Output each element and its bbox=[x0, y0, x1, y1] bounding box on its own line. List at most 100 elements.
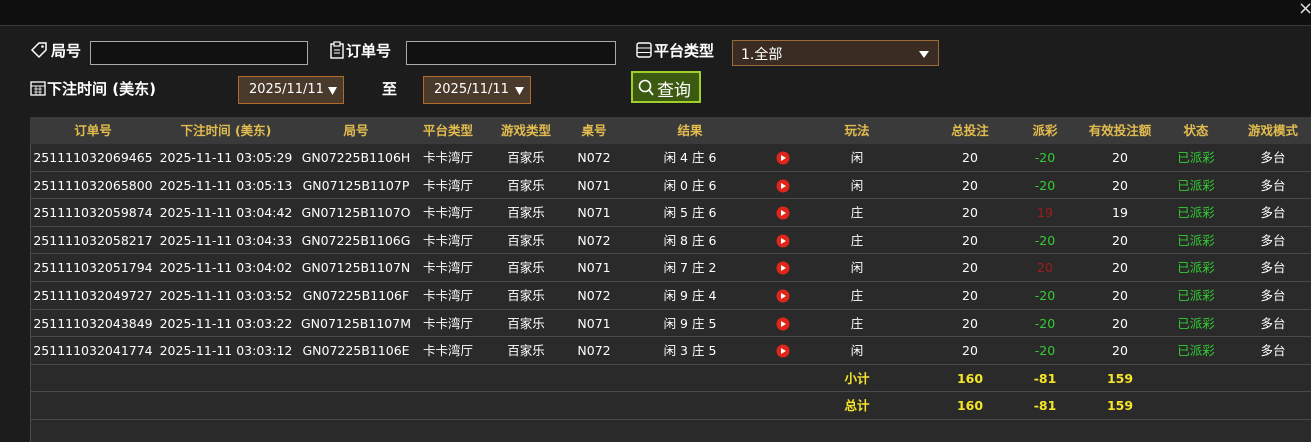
cell: 20 bbox=[962, 232, 978, 248]
close-button[interactable]: × bbox=[1298, 0, 1311, 19]
column-header: 局号 bbox=[343, 123, 369, 138]
cell: 20 bbox=[962, 343, 978, 359]
cell: GN07225B1106E bbox=[302, 343, 410, 359]
cell: -20 bbox=[1034, 343, 1056, 359]
round-input[interactable] bbox=[90, 41, 308, 65]
platform-label: 平台类型 bbox=[654, 42, 715, 60]
cell: 闲 0 庄 6 bbox=[663, 177, 717, 193]
time-label: 下注时间 (美东) bbox=[47, 80, 156, 98]
cell: GN07225B1106H bbox=[301, 150, 411, 165]
summary-payout: -81 bbox=[1033, 398, 1057, 414]
replay-icon[interactable] bbox=[776, 344, 790, 358]
cell: 卡卡湾厅 bbox=[422, 343, 473, 359]
cell: N072 bbox=[577, 232, 611, 248]
cell: 多台 bbox=[1260, 232, 1286, 248]
replay-icon[interactable] bbox=[776, 179, 790, 193]
cell: 20 bbox=[1112, 232, 1128, 248]
cell: 已派彩 bbox=[1177, 150, 1215, 165]
cell: 多台 bbox=[1260, 260, 1286, 276]
round-label: 局号 bbox=[51, 42, 82, 60]
cell: GN07125B1107N bbox=[301, 260, 411, 276]
cell: 百家乐 bbox=[507, 260, 545, 276]
cell: 19 bbox=[1112, 205, 1128, 221]
cell: 已派彩 bbox=[1177, 232, 1215, 248]
replay-icon[interactable] bbox=[776, 151, 790, 165]
cell: 已派彩 bbox=[1177, 343, 1215, 359]
replay-icon[interactable] bbox=[776, 234, 790, 248]
cell: 已派彩 bbox=[1177, 288, 1215, 303]
cell: 20 bbox=[1112, 343, 1128, 359]
cell: 卡卡湾厅 bbox=[422, 288, 473, 303]
cell: 多台 bbox=[1260, 288, 1286, 303]
cell: 19 bbox=[1037, 205, 1053, 221]
cell: 百家乐 bbox=[507, 177, 545, 193]
cell: 20 bbox=[962, 288, 978, 303]
table-header bbox=[30, 117, 1311, 144]
table-row[interactable] bbox=[30, 310, 1311, 338]
summary-total-bet: 160 bbox=[956, 370, 984, 386]
clipboard-icon bbox=[330, 41, 344, 59]
date-from[interactable]: 2025/11/11 bbox=[238, 76, 344, 104]
column-header: 游戏类型 bbox=[500, 123, 551, 138]
replay-icon[interactable] bbox=[776, 289, 790, 303]
date-from-value: 2025/11/11 bbox=[249, 82, 324, 97]
cell: 20 bbox=[962, 150, 978, 165]
summary-valid-bet: 159 bbox=[1106, 370, 1134, 386]
cell: 闲 5 庄 6 bbox=[663, 205, 717, 221]
cell: -20 bbox=[1034, 288, 1056, 303]
cell: 闲 7 庄 2 bbox=[663, 260, 717, 276]
cell: 20 bbox=[962, 315, 978, 331]
platform-select[interactable]: 1.全部 bbox=[732, 40, 939, 66]
cell: GN07125B1107P bbox=[302, 177, 410, 193]
summary-label: 小计 bbox=[844, 370, 870, 386]
summary-row bbox=[30, 365, 1311, 393]
table-row[interactable] bbox=[30, 199, 1311, 227]
replay-icon[interactable] bbox=[776, 261, 790, 275]
order-input[interactable] bbox=[406, 41, 616, 65]
order-label: 订单号 bbox=[346, 42, 392, 60]
cell: 2025-11-11 03:03:52 bbox=[159, 288, 293, 303]
cell: 闲 bbox=[850, 343, 864, 359]
cell: 251111032041774 bbox=[33, 343, 153, 359]
table-row[interactable] bbox=[30, 254, 1311, 282]
column-header: 订单号 bbox=[74, 123, 112, 138]
cell: -20 bbox=[1034, 232, 1056, 248]
platform-value: 1.全部 bbox=[741, 47, 783, 63]
table-row[interactable] bbox=[30, 144, 1311, 172]
cell: 百家乐 bbox=[507, 288, 545, 303]
search-icon bbox=[638, 79, 654, 96]
dropdown-arrow bbox=[515, 87, 524, 95]
cell: 20 bbox=[1112, 260, 1128, 276]
cell: 20 bbox=[962, 260, 978, 276]
column-header: 总投注 bbox=[951, 123, 989, 138]
table-row[interactable] bbox=[30, 172, 1311, 200]
table-row[interactable] bbox=[30, 227, 1311, 255]
replay-icon[interactable] bbox=[776, 317, 790, 331]
cell: 多台 bbox=[1260, 205, 1286, 221]
cell: 闲 8 庄 6 bbox=[663, 232, 717, 248]
summary-valid-bet: 159 bbox=[1106, 398, 1134, 414]
cell: 20 bbox=[962, 177, 978, 193]
cell: 庄 bbox=[850, 232, 864, 248]
cell: GN07225B1106F bbox=[302, 288, 410, 303]
cell: N071 bbox=[577, 315, 611, 331]
cell: 卡卡湾厅 bbox=[422, 315, 473, 331]
cell: 2025-11-11 03:05:29 bbox=[159, 150, 293, 165]
cell: -20 bbox=[1034, 315, 1056, 331]
cell: 已派彩 bbox=[1177, 315, 1215, 331]
query-label: 查询 bbox=[657, 81, 691, 101]
query-button[interactable]: 查询 bbox=[631, 71, 701, 103]
cell: 多台 bbox=[1260, 343, 1286, 359]
cell: 百家乐 bbox=[507, 315, 545, 331]
dropdown-arrow bbox=[919, 51, 929, 58]
cell: 251111032069465 bbox=[33, 150, 153, 165]
cell: 251111032049727 bbox=[33, 288, 153, 303]
cell: 2025-11-11 03:04:33 bbox=[159, 232, 293, 248]
table-row[interactable] bbox=[30, 282, 1311, 310]
replay-icon[interactable] bbox=[776, 206, 790, 220]
table-row[interactable] bbox=[30, 337, 1311, 365]
cell: 20 bbox=[1112, 177, 1128, 193]
cell: 闲 bbox=[850, 177, 864, 193]
date-to[interactable]: 2025/11/11 bbox=[423, 76, 531, 104]
